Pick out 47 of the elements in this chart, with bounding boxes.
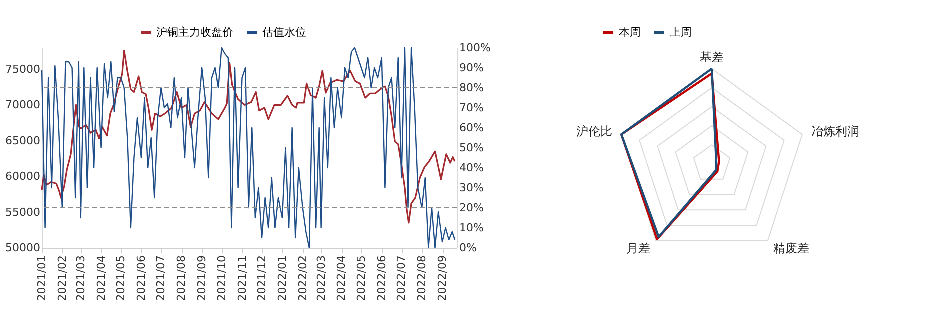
spoke-label: 冶炼利润 [811,124,860,139]
y2-tick-label: 20% [460,202,484,214]
x-tick-label: 2022/08 [416,256,429,302]
legend-label: 上周 [670,26,692,39]
x-tick-label: 2021/05 [114,256,128,302]
legend-label: 本周 [619,26,641,39]
y2-tick-label: 70% [460,102,484,114]
x-tick-label: 2021/03 [74,256,88,302]
spoke-label: 沪伦比 [576,124,613,139]
x-tick-label: 2021/10 [215,256,228,302]
y2-tick-label: 40% [460,162,484,174]
x-tick-label: 2021/02 [56,256,69,302]
x-tick-label: 2022/02 [296,256,310,302]
x-tick-label: 2022/06 [375,256,388,302]
y2-tick-label: 100% [460,42,491,54]
x-tick-label: 2022/01 [276,256,289,302]
x-tick-label: 2021/07 [154,256,168,302]
x-tick-label: 2021/06 [134,256,148,302]
y2-tick-label: 60% [460,122,484,134]
spoke-label: 精废差 [773,242,810,256]
y2-tick-label: 0% [460,242,477,254]
y-tick-label: 70000 [6,98,40,112]
x-tick-label: 2022/09 [436,256,450,302]
x-tick-label: 2022/05 [354,256,368,302]
y2-tick-label: 30% [460,182,484,194]
x-tick-label: 2022/07 [395,256,408,302]
y-tick-label: 60000 [6,170,40,184]
x-tick-label: 2021/04 [94,256,108,302]
y-tick-label: 50000 [6,242,40,254]
y2-tick-label: 50% [460,142,484,154]
x-tick-label: 2022/03 [314,256,328,302]
x-tick-label: 2021/11 [236,256,249,302]
x-tick-label: 2021/08 [175,256,188,302]
x-tick-label: 2021/01 [36,256,48,302]
x-tick-label: 2022/04 [335,256,348,302]
y-tick-label: 55000 [6,206,40,219]
legend-label: 估值水位 [262,26,306,39]
spoke-label: 基差 [700,50,724,65]
y2-tick-label: 90% [460,62,484,74]
spoke-label: 月差 [626,242,651,256]
x-tick-label: 2021/09 [196,256,209,302]
y-tick-label: 75000 [6,62,40,76]
x-tick-label: 2021/12 [256,256,269,302]
y2-tick-label: 80% [460,82,484,94]
y-tick-label: 65000 [6,134,40,148]
legend-label: 沪铜主力收盘价 [156,26,234,39]
y2-tick-label: 10% [460,222,484,234]
